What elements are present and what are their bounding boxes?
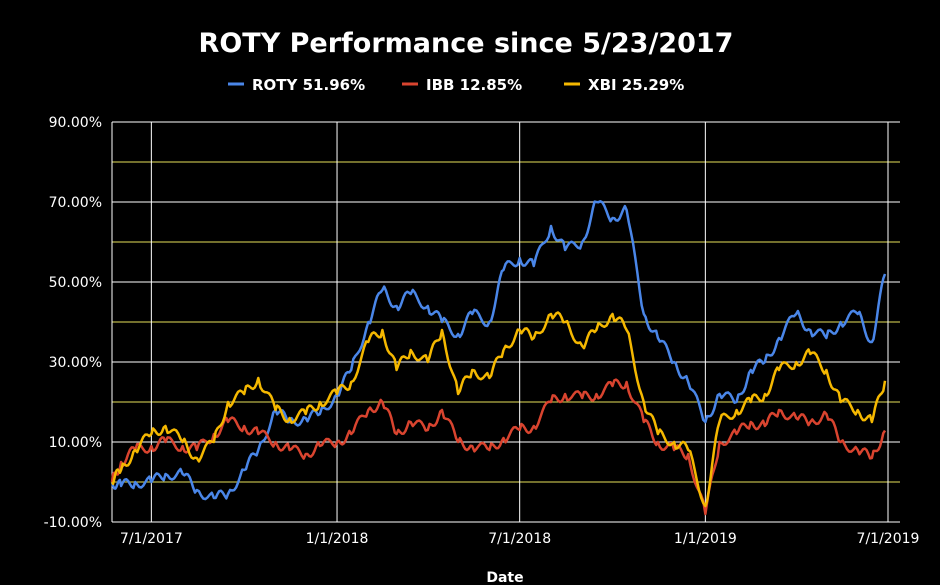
legend-label: ROTY 51.96% bbox=[252, 76, 365, 94]
series-line bbox=[110, 378, 887, 516]
x-axis-label: Date bbox=[486, 570, 523, 585]
legend-label: XBI 25.29% bbox=[588, 76, 684, 94]
grid bbox=[111, 121, 900, 523]
x-tick-label: 7/1/2019 bbox=[857, 531, 920, 547]
y-tick-label: 10.00% bbox=[49, 435, 102, 451]
legend: ROTY 51.96% IBB 12.85% XBI 25.29% bbox=[228, 76, 684, 94]
series-lines bbox=[110, 200, 887, 516]
y-tick-label: 30.00% bbox=[49, 355, 102, 371]
legend-label: IBB 12.85% bbox=[426, 76, 522, 94]
x-tick-label: 1/1/2018 bbox=[306, 531, 369, 547]
x-axis-ticks: 7/1/2017 1/1/2018 7/1/2018 1/1/2019 7/1/2019 bbox=[120, 531, 920, 547]
series-line bbox=[110, 311, 887, 508]
y-tick-label: -10.00% bbox=[44, 515, 102, 531]
chart-title: ROTY Performance since 5/23/2017 bbox=[199, 28, 734, 59]
y-tick-label: 70.00% bbox=[49, 195, 102, 211]
y-axis-ticks: 90.00% 70.00% 50.00% 30.00% 10.00% -10.00% bbox=[44, 115, 102, 531]
x-tick-label: 1/1/2019 bbox=[674, 531, 737, 547]
y-tick-label: 50.00% bbox=[49, 275, 102, 291]
x-tick-label: 7/1/2018 bbox=[488, 531, 551, 547]
x-tick-label: 7/1/2017 bbox=[120, 531, 183, 547]
series-line bbox=[110, 200, 887, 501]
y-tick-label: 90.00% bbox=[49, 115, 102, 131]
